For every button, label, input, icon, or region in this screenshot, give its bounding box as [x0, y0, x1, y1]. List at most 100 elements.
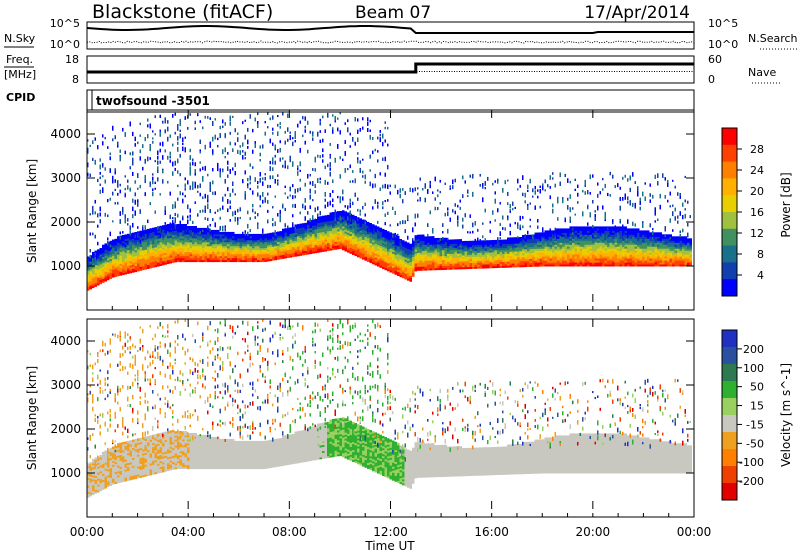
heatmap-cell: [472, 262, 475, 265]
heatmap-cell: [159, 245, 162, 249]
heatmap-cell: [124, 242, 127, 245]
heatmap-cell: [434, 247, 437, 251]
heatmap-cell: [119, 263, 122, 266]
heatmap-cell: [372, 224, 375, 227]
heatmap-cell: [449, 239, 452, 242]
heatmap-cell: [537, 234, 540, 237]
heatmap-cell: [474, 260, 477, 263]
heatmap-cell: [497, 243, 500, 247]
heatmap-cell: [332, 247, 335, 251]
heatmap-echo: [547, 235, 549, 241]
heatmap-cell: [107, 273, 110, 277]
heatmap-cell: [362, 247, 365, 250]
heatmap-cell: [137, 255, 140, 258]
heatmap-cell: [504, 265, 507, 268]
heatmap-cell: [362, 221, 365, 224]
heatmap-cell: [102, 260, 105, 264]
heatmap-cell: [137, 269, 140, 272]
heatmap-cell: [349, 221, 352, 225]
heatmap-cell: [584, 256, 587, 259]
heatmap-cell: [257, 235, 260, 239]
heatmap-cell: [532, 264, 535, 267]
heatmap-echo: [204, 217, 206, 220]
heatmap-cell: [359, 228, 362, 231]
heatmap-echo: [229, 200, 231, 204]
heatmap-cell: [607, 238, 610, 241]
heatmap-cell: [129, 258, 132, 262]
heatmap-cell: [289, 245, 292, 248]
heatmap-cell: [514, 239, 517, 242]
heatmap-echo: [339, 215, 341, 221]
heatmap-echo: [449, 218, 451, 222]
heatmap-cell: [622, 262, 625, 265]
heatmap-cell: [309, 241, 312, 245]
heatmap-echo: [467, 231, 469, 234]
heatmap-cell: [244, 237, 247, 241]
heatmap-cell: [564, 248, 567, 251]
heatmap-cell: [562, 234, 565, 237]
heatmap-cell: [164, 260, 167, 263]
heatmap-echo: [382, 201, 384, 206]
heatmap-cell: [299, 237, 302, 240]
heatmap-cell: [239, 241, 242, 245]
heatmap-echo: [167, 180, 169, 184]
heatmap-cell: [344, 215, 347, 218]
heatmap-cell: [224, 231, 227, 235]
heatmap-cell: [324, 241, 327, 244]
heatmap-cell: [537, 246, 540, 249]
heatmap-echo: [217, 209, 219, 213]
heatmap-cell: [152, 233, 155, 237]
heatmap-cell: [102, 262, 105, 265]
heatmap-echo: [242, 231, 244, 234]
heatmap-cell: [202, 255, 205, 259]
heatmap-cell: [539, 244, 542, 247]
heatmap-echo: [247, 212, 249, 215]
heatmap-cell: [352, 214, 355, 218]
heatmap-echo: [177, 213, 179, 218]
heatmap-cell: [379, 257, 382, 260]
heatmap-cell: [617, 226, 620, 229]
heatmap-cell: [582, 228, 585, 231]
heatmap-cell: [124, 240, 127, 243]
heatmap-cell: [152, 237, 155, 241]
heatmap-echo: [417, 199, 419, 202]
heatmap-cell: [559, 232, 562, 235]
heatmap-cell: [557, 264, 560, 267]
heatmap-echo: [289, 155, 291, 160]
heatmap-cell: [127, 245, 130, 249]
heatmap-cell: [409, 275, 412, 278]
heatmap-cell: [282, 246, 285, 249]
heatmap-cell: [592, 230, 595, 233]
heatmap-cell: [454, 261, 457, 264]
heatmap-cell: [342, 226, 345, 229]
heatmap-cell: [164, 256, 167, 259]
heatmap-cell: [612, 234, 615, 237]
heatmap-cell: [167, 224, 170, 227]
heatmap-cell: [409, 253, 412, 257]
heatmap-cell: [527, 258, 530, 262]
heatmap-cell: [537, 236, 540, 239]
heatmap-cell: [577, 238, 580, 241]
heatmap-cell: [587, 240, 590, 243]
heatmap-cell: [292, 228, 295, 232]
heatmap-echo: [369, 169, 371, 172]
heatmap-cell: [322, 227, 325, 231]
heatmap-echo: [289, 131, 291, 134]
heatmap-cell: [312, 231, 315, 234]
heatmap-cell: [364, 244, 367, 247]
heatmap-echo: [344, 151, 346, 156]
heatmap-cell: [539, 254, 542, 257]
heatmap-echo: [162, 143, 164, 147]
heatmap-cell: [249, 253, 252, 257]
heatmap-echo: [122, 231, 124, 234]
heatmap-cell: [512, 255, 515, 258]
heatmap-cell: [229, 237, 232, 241]
heatmap-cell: [612, 256, 615, 259]
heatmap-cell: [227, 257, 230, 261]
heatmap-cell: [364, 248, 367, 251]
heatmap-cell: [572, 230, 575, 233]
heatmap-cell: [147, 258, 150, 262]
heatmap-cell: [307, 236, 310, 239]
heatmap-echo: [167, 136, 169, 142]
heatmap-echo: [294, 140, 296, 143]
